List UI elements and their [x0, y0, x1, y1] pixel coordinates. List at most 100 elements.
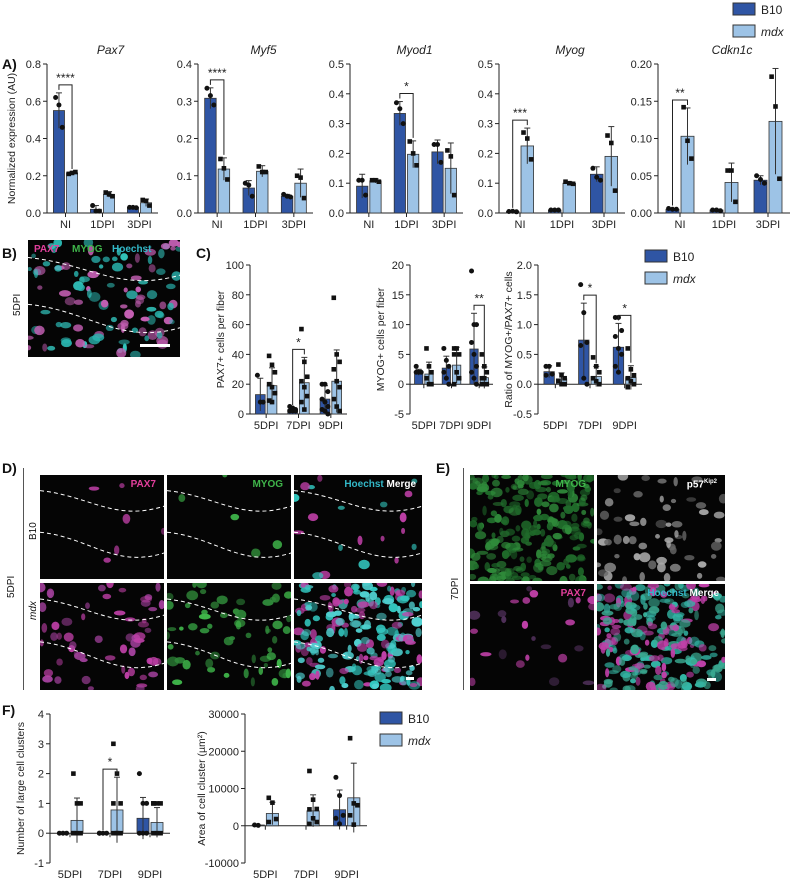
data-point — [597, 177, 603, 183]
data-point — [140, 197, 146, 203]
data-point — [758, 176, 763, 182]
data-point — [685, 138, 690, 144]
y-tick-label: 3 — [38, 739, 44, 751]
bar-mdx — [369, 180, 382, 214]
significance-label: **** — [56, 71, 75, 85]
chart-title: Myf5 — [250, 43, 276, 57]
data-point — [754, 173, 760, 179]
chart-pax7: 0.0 0.2 0.4 0.6 0.8 Normalized expression (AU… — [6, 43, 158, 231]
chart-cdkn1c: 0.00 0.05 0.10 0.15 0.20 Cdkn1c NI 1DPI 3DPI ** — [631, 43, 790, 231]
data-point — [725, 168, 730, 173]
data-point — [273, 816, 279, 822]
x-tick-label: 3DPI — [282, 219, 306, 231]
data-point — [612, 363, 618, 369]
microscopy-d-b10-pax7: PAX7 — [40, 475, 164, 579]
data-point — [619, 328, 625, 334]
data-point — [445, 148, 450, 153]
data-point — [769, 74, 774, 79]
x-tick-label: NI — [675, 219, 686, 231]
legend-label-mdx: mdx — [408, 734, 432, 748]
significance-label: * — [622, 301, 627, 315]
data-point — [255, 822, 261, 828]
microscopy-d-mdx-merge — [294, 583, 422, 690]
data-point — [337, 408, 342, 414]
data-point — [266, 381, 272, 387]
data-point — [435, 141, 441, 147]
data-point — [301, 195, 307, 201]
data-point — [528, 157, 534, 162]
data-point — [204, 85, 210, 91]
data-point — [506, 209, 512, 215]
data-point — [221, 166, 227, 171]
label-merge: Merge — [689, 588, 719, 599]
data-point — [393, 100, 399, 106]
data-point — [133, 205, 139, 211]
data-point — [298, 175, 303, 180]
data-point — [96, 830, 102, 836]
data-point — [454, 346, 459, 351]
data-point — [438, 159, 444, 165]
y-tick-label: 30000 — [208, 709, 239, 721]
data-point — [337, 793, 343, 799]
data-point — [59, 124, 65, 130]
data-point — [266, 398, 272, 403]
data-point — [272, 390, 278, 396]
data-point — [307, 821, 312, 827]
cell-signal — [40, 583, 164, 690]
data-point — [136, 830, 142, 836]
data-point — [714, 207, 719, 213]
legend: B10 mdx — [644, 249, 697, 286]
bar-b10 — [204, 97, 217, 214]
microscopy-image-b: PAX7 MYOG Hoechst — [28, 240, 180, 357]
cell-signal — [167, 583, 291, 687]
y-axis-label: Normalized expression (AU) — [6, 73, 18, 204]
data-point — [673, 206, 679, 212]
y-tick-label: 0.5 — [517, 349, 532, 361]
data-point — [334, 404, 339, 409]
timepoint-label-d: 5DPI — [6, 575, 17, 598]
scale-bar — [140, 344, 170, 347]
data-point — [154, 801, 160, 806]
data-point — [53, 95, 59, 101]
data-point — [359, 177, 365, 183]
data-point — [418, 369, 424, 375]
y-tick-label: 0.0 — [329, 208, 344, 220]
y-tick-label: 0.3 — [329, 119, 344, 131]
data-point — [111, 741, 116, 747]
x-tick-label: 5DPI — [253, 869, 277, 881]
data-point — [733, 199, 738, 205]
legend-swatch-b10 — [732, 2, 756, 16]
data-point — [140, 800, 146, 806]
y-tick-label: 0.4 — [329, 89, 344, 101]
data-point — [612, 188, 618, 193]
data-point — [64, 830, 70, 836]
data-point — [426, 381, 432, 387]
data-point — [597, 369, 602, 375]
data-point — [666, 206, 672, 212]
data-point — [355, 802, 360, 808]
y-tick-label: 20000 — [208, 746, 239, 758]
y-axis-label: PAX7+ cells per fiber — [215, 290, 227, 388]
data-point — [333, 774, 339, 780]
data-point — [114, 830, 120, 836]
data-point — [78, 801, 83, 806]
significance-bracket — [292, 348, 305, 406]
data-point — [761, 180, 767, 186]
data-point — [400, 121, 406, 127]
data-point — [681, 104, 686, 110]
data-point — [710, 207, 716, 213]
data-point — [337, 821, 343, 827]
data-point — [562, 381, 567, 387]
data-point — [218, 156, 223, 162]
data-point — [597, 381, 602, 387]
data-point — [413, 363, 419, 369]
data-point — [74, 830, 80, 836]
legend: B10 mdx — [379, 711, 432, 748]
data-point — [448, 154, 454, 159]
chart-clusters: -1 0 1 2 3 4 Number of large cell clusters 5DPI… — [15, 709, 170, 881]
cell-signal — [294, 583, 422, 690]
data-point — [69, 170, 75, 176]
label-hoechst-merge: Hoechst Merge — [647, 588, 719, 599]
y-tick-label: 0.4 — [26, 134, 41, 146]
data-point — [266, 795, 272, 801]
